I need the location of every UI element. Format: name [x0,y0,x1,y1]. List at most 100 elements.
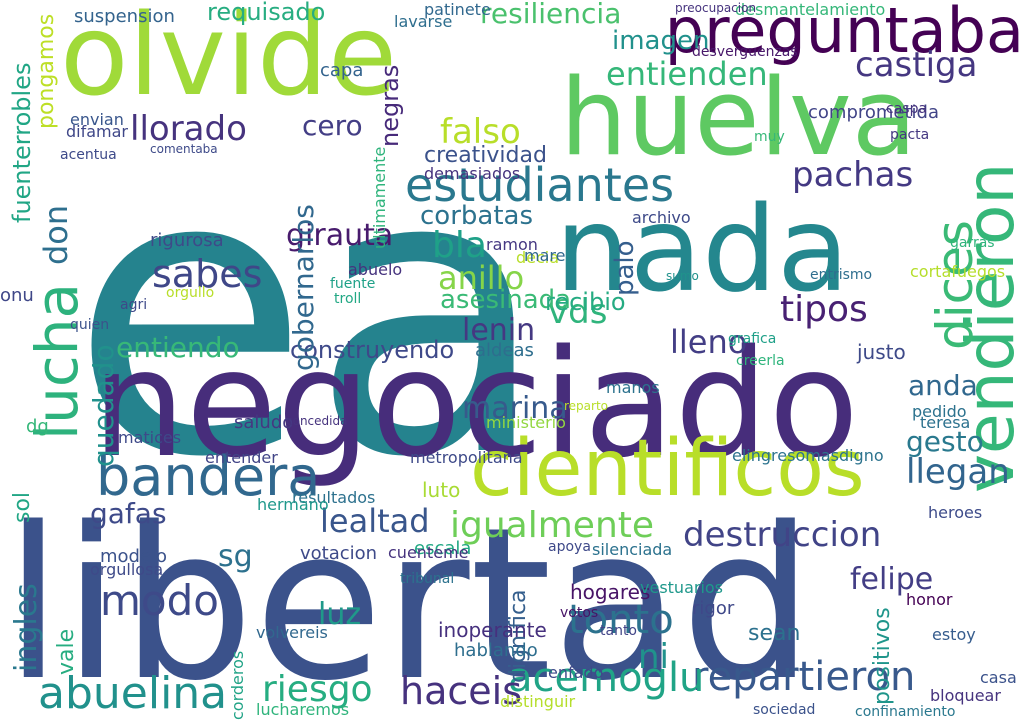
word-hogares: hogares [570,580,651,604]
word-caspa: caspa [886,101,928,117]
word-lenin: lenin [462,313,536,348]
word-silenciada: silenciada [592,540,673,559]
word-ingles: ingles [9,582,44,672]
word-ministerio: ministerio [486,413,566,432]
word-matices: matices [118,428,182,447]
word-igualmente: igualmente [450,505,655,546]
word-pacta: pacta [890,127,930,143]
word-libertad: libertad [4,482,814,720]
word-difamar: difamar [66,122,129,141]
word-comentaba: comentaba [150,142,218,156]
word-lealtad: lealtad [320,502,430,540]
word-llorado: llorado [130,109,247,149]
word-marina: marina [462,391,568,426]
word-justo: justo [857,340,906,364]
word-modo: modo [100,576,219,625]
word-distinguir: distinguir [500,692,576,711]
word-sociedad: sociedad [753,702,816,718]
word-creerla: creerla [736,353,785,369]
word-falso: falso [440,112,521,152]
word-ni: ni [638,637,669,677]
word-ultimamente: ultimamente [370,146,389,250]
word-pongamos: pongamos [34,13,59,130]
word-ramon: ramon [486,235,538,254]
word-gafas: gafas [90,497,167,530]
word-anillo: anillo [438,259,525,297]
word-capa: capa [320,60,364,81]
word-destruccion: destruccion [683,515,882,555]
word-pachas: pachas [792,155,914,195]
word-lavarse: lavarse [394,12,453,31]
word-envian: envian [70,110,124,129]
word-sumo: sumo [666,269,699,283]
word-entiendo: entiendo [116,331,240,364]
word-concedida: concedida [286,414,348,428]
word-estudiantes: estudiantes [405,158,675,212]
word-onu: onu [0,285,34,306]
word-reparto: reparto [564,399,609,413]
word-construyendo: construyendo [290,336,455,364]
word-aldeas: aldeas [475,340,534,361]
word-troll: troll [334,291,362,307]
word-lucharemos: lucharemos [256,700,350,719]
word-demasiados: demasiados [424,164,521,183]
word-fuente: fuente [330,276,376,292]
word-estoy: estoy [932,625,976,644]
word-bloquear: bloquear [930,686,1001,705]
word-acentua: acentua [60,147,117,163]
word-cortafuegos: cortafuegos [910,262,1006,281]
word-castiga: castiga [855,45,978,85]
word-ea: ea [70,88,549,542]
word-sean: sean [748,621,801,646]
word-creatividad: creatividad [424,143,547,168]
word-bandera: bandera [96,445,321,508]
word-tipos: tipos [780,289,868,330]
word-don: don [37,204,75,265]
word-palo: palo [610,240,640,297]
word-abuelo: abuelo [348,260,403,279]
word-cientificos: cientificos [470,424,865,514]
word-orgullo: orgullo [166,285,215,301]
word-corderos: corderos [228,650,247,720]
word-grafica: grafica [728,331,777,347]
word-resiliencia: resiliencia [480,0,622,30]
word-huelva: huelva [560,56,917,179]
word-decia: decia [516,248,560,267]
word-cuenteme: cuenteme [388,543,469,562]
word-teresa: teresa [920,413,971,432]
word-vestuarios: vestuarios [640,578,724,597]
word-quedado: quedado [87,343,120,467]
word-desmantelamiento: desmantelamiento [735,0,886,19]
word-votacion: votacion [300,543,378,564]
word-tanto: tanto [600,623,637,639]
word-olvide: olvide [60,0,398,121]
word-entender: entender [205,448,278,467]
word-enfado: enfado [548,663,604,682]
word-metropolitana: metropolitana [410,448,523,467]
word-lleno: lleno [670,323,748,361]
word-casa: casa [980,668,1017,687]
word-anda: anda [908,369,978,402]
word-escala: escala [414,538,472,559]
word-entrismo: entrismo [810,267,873,283]
word-rigurosa: rigurosa [150,230,224,251]
word-agri: agri [120,297,148,313]
word-pedido: pedido [912,402,967,421]
word-abuelina: abuelina [38,668,228,719]
word-garras: garras [950,235,995,251]
word-recibio: recibio [545,288,626,316]
word-manos: manos [606,378,660,397]
word-apoya: apoya [548,539,591,555]
word-nada: nada [555,180,850,318]
word-quien: quien [70,317,110,333]
word-repartieron: repartieron [692,654,916,700]
word-luto: luto [422,478,461,502]
word-patinete: patinete [424,0,491,19]
word-entienden: entienden [606,55,768,93]
word-rigor: rigor [692,598,735,619]
word-resultados: resultados [292,488,376,507]
word-preocupacion: preocupacion [675,1,757,15]
word-fuenterrobles: fuenterrobles [8,62,36,224]
word-positivos: positivos [870,607,895,705]
word-negociado: negociado [92,318,860,490]
